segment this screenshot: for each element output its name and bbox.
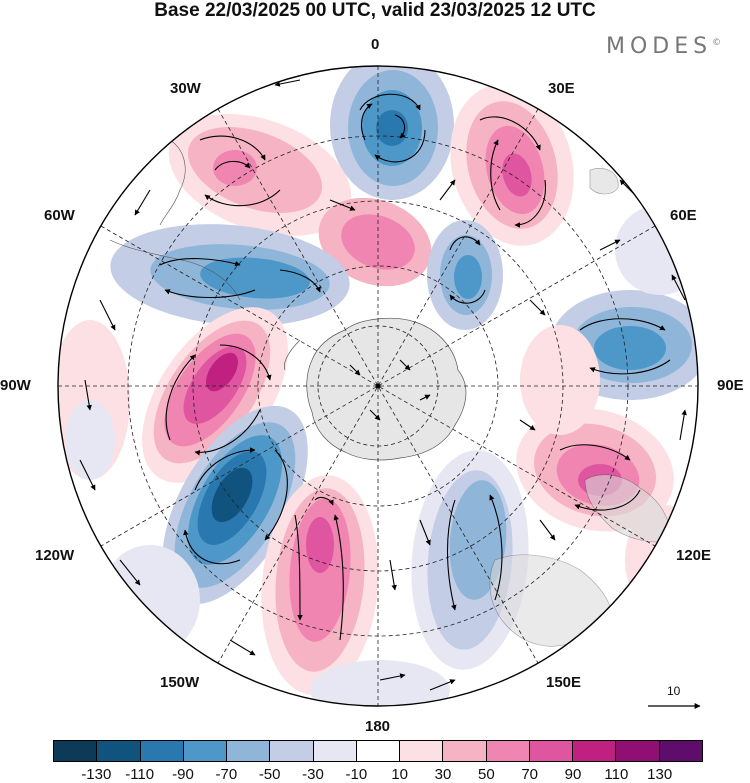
colorbar-tick-label: 50 [477,766,495,783]
brand-name: MODES [606,34,713,59]
lon-label-150w: 150W [160,674,200,691]
colorbar-tick-label: 30 [434,766,452,783]
colorbar-tick-label: 110 [604,766,629,783]
colorbar-tick-label: 130 [647,766,673,783]
colorbar-tick-label: -10 [345,766,368,783]
anomaly-field [58,66,698,706]
colorbar-swatch [443,741,487,761]
colorbar-swatch [97,741,141,761]
map-disc [58,66,698,706]
lon-label-60w: 60W [44,207,75,224]
lon-label-30w: 30W [170,80,201,97]
colorbar-tick-label: 10 [391,766,408,783]
colorbar-tick-label: -110 [125,766,155,783]
lon-label-180: 180 [365,718,391,735]
colorbar-tick-label: 90 [564,766,582,783]
colorbar-tick-label: -70 [215,766,238,783]
colorbar-tick-label: -90 [172,766,194,783]
colorbar-swatch [616,741,660,761]
copyright-mark: © [712,38,722,48]
landmass [109,139,671,647]
lon-label-30e: 30E [548,80,575,97]
colorbar-tick-label: -30 [302,766,324,783]
colorbar-tick-label: -50 [258,766,281,783]
lon-label-150e: 150E [546,674,582,691]
colorbar-tick-label: 70 [521,766,538,783]
lon-label-120e: 120E [676,547,712,564]
lon-label-60e: 60E [670,207,697,224]
colorbar-swatch [54,741,98,761]
colorbar-swatch [529,741,574,761]
vector-scale-label: 10 [667,684,681,698]
colorbar [53,740,703,762]
map-border [57,65,699,707]
colorbar-swatch [270,741,314,761]
lon-label-0: 0 [371,36,380,53]
colorbar-swatch [313,741,357,761]
colorbar-swatch [659,741,702,761]
graticule [58,66,698,706]
colorbar-tick-label: -130 [81,766,112,783]
colorbar-swatch [573,741,617,761]
colorbar-swatch [486,741,530,761]
colorbar-swatch [183,741,228,761]
colorbar-swatch [400,741,444,761]
lon-label-90e: 90E [717,377,744,394]
map-title: Base 22/03/2025 00 UTC, valid 23/03/2025… [154,0,596,21]
brand-logo: MODES© [606,34,721,59]
lon-label-120w: 120W [35,547,75,564]
colorbar-swatch [140,741,184,761]
colorbar-swatch [356,741,401,761]
colorbar-swatch [227,741,271,761]
pole-marker [375,383,381,389]
lon-label-90w: 90W [0,377,31,394]
